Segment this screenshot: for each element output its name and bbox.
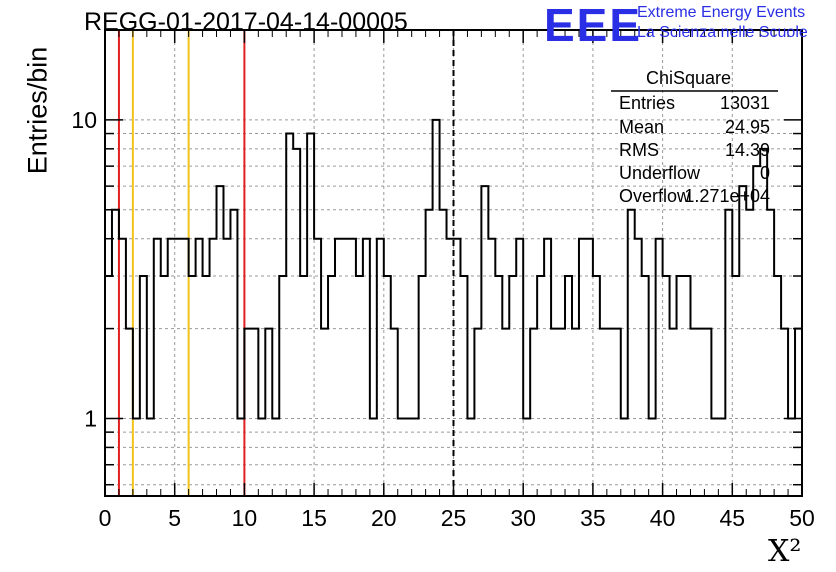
logo-line-2: La Scienza nelle Scuole <box>637 24 808 41</box>
histogram-step-line <box>104 118 803 496</box>
x-tick-label: 45 <box>720 505 746 531</box>
x-tick-label: 30 <box>510 505 536 531</box>
y-tick-label: 10 <box>71 107 97 133</box>
logo-line-1: Extreme Energy Events <box>637 4 806 21</box>
x-tick-label: 35 <box>580 505 606 531</box>
x-tick-label: 0 <box>99 505 112 531</box>
stat-value-overflow: 1.271e+04 <box>684 186 770 206</box>
histogram-series <box>104 118 803 496</box>
stat-label-entries: Entries <box>619 93 676 113</box>
axis-ticks: 0 5 10 15 20 25 30 35 40 45 50 1 10 <box>71 30 815 531</box>
stat-label-mean: Mean <box>619 117 665 137</box>
chart-title: REGG-01-2017-04-14-00005 <box>84 8 408 36</box>
y-axis-label: Entries/bin <box>22 46 53 175</box>
stat-value-underflow: 0 <box>759 163 770 183</box>
stat-label-rms: RMS <box>619 140 659 160</box>
x-tick-label: 50 <box>789 505 815 531</box>
eee-logo: EEE <box>544 0 643 51</box>
x-tick-label: 5 <box>168 505 181 531</box>
x-axis-label: X² <box>768 534 802 569</box>
stat-value-entries: 13031 <box>719 93 770 113</box>
x-tick-label: 20 <box>371 505 397 531</box>
stat-value-mean: 24.95 <box>724 117 770 137</box>
stat-label-underflow: Underflow <box>619 163 701 183</box>
x-tick-label: 15 <box>301 505 327 531</box>
stats-title: ChiSquare <box>646 68 732 88</box>
y-tick-label: 1 <box>84 405 97 431</box>
x-tick-label: 25 <box>441 505 467 531</box>
stat-label-overflow: Overflow <box>619 186 691 206</box>
stat-value-rms: 14.39 <box>724 140 770 160</box>
x-tick-label: 10 <box>232 505 258 531</box>
x-tick-label: 40 <box>650 505 676 531</box>
